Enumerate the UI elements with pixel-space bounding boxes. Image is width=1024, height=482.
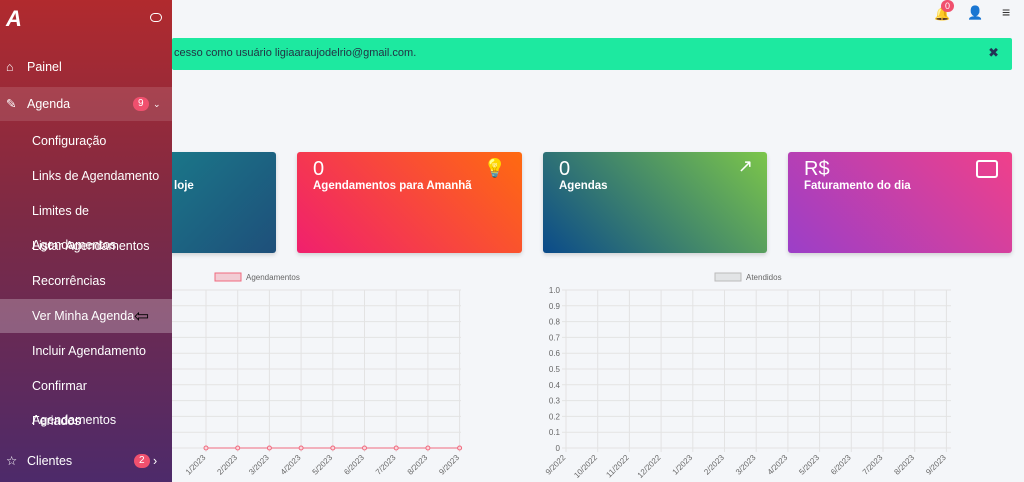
x-tick-label: 5/2023 <box>311 453 335 477</box>
alert: cesso como usuário ligiaaraujodelrio@gma… <box>172 38 1012 70</box>
x-tick-label: 8/2023 <box>406 453 430 477</box>
x-tick-label: 6/2023 <box>829 453 853 477</box>
badge: 9 <box>133 97 149 111</box>
label: Agenda <box>27 97 71 111</box>
label: Configuração <box>32 134 107 148</box>
x-tick-label: 1/2023 <box>184 453 208 477</box>
y-tick-label: 0.2 <box>549 412 561 421</box>
sidebar: A ⌂ Painel ✎ Agenda 9 ⌄ Configuração Links de… <box>0 0 172 482</box>
x-tick-label: 7/2023 <box>861 453 885 477</box>
point <box>298 445 304 451</box>
label: Recorrências <box>32 274 106 288</box>
card-value: 0 <box>559 158 571 180</box>
label: Listar Agendamentos <box>32 239 150 253</box>
submenu-item[interactable]: Incluir Agendamento <box>0 334 172 368</box>
close[interactable]: ✖ <box>988 45 999 60</box>
card-label: Agendas <box>559 180 608 192</box>
submenu-item[interactable]: Confirmar Agendamentos <box>0 369 172 427</box>
submenu-item[interactable]: Configuração <box>0 124 172 158</box>
x-tick-label: 2/2023 <box>215 453 239 477</box>
x-tick-label: 3/2023 <box>734 453 758 477</box>
card: 0 Agendamentos para Amanhã 💡 <box>297 152 522 253</box>
y-tick-label: 0.3 <box>549 397 561 406</box>
alert-text: cesso como usuário ligiaaraujodelrio@gma… <box>174 47 417 59</box>
card-label: loje <box>174 180 194 192</box>
label: Clientes <box>27 454 73 468</box>
menu-item[interactable]: ✎ Agenda 9 ⌄ <box>0 87 172 121</box>
y-tick-label: 0.8 <box>549 318 561 327</box>
submenu-item[interactable]: Links de Agendamento <box>0 159 172 193</box>
x-tick-label: 10/2022 <box>572 453 599 480</box>
notif-badge: 0 <box>941 0 955 12</box>
card-value: 0 <box>313 158 325 180</box>
label: Incluir Agendamento <box>32 344 146 358</box>
submenu-item[interactable]: Listar Agendamentos <box>0 229 172 263</box>
x-tick-label: 9/2023 <box>437 453 461 477</box>
y-tick-label: 0.5 <box>549 365 561 374</box>
label: Ver Minha Agenda <box>32 309 135 323</box>
point <box>235 445 241 451</box>
y-tick-label: 0.1 <box>549 428 561 437</box>
toggle[interactable] <box>150 13 162 22</box>
x-tick-label: 4/2023 <box>279 453 303 477</box>
menu-item[interactable]: ⌂ Painel <box>0 50 172 84</box>
x-tick-label: 3/2023 <box>247 453 271 477</box>
y-tick-label: 0.9 <box>549 302 561 311</box>
point <box>457 445 463 451</box>
x-tick-label: 11/2022 <box>604 453 631 480</box>
legend-label: Agendamentos <box>246 273 300 282</box>
y-tick-label: 0.4 <box>549 381 561 390</box>
label: Confirmar Agendamentos <box>32 379 117 427</box>
y-tick-label: 0 <box>556 444 561 453</box>
point <box>203 445 209 451</box>
x-tick-label: 5/2023 <box>797 453 821 477</box>
x-tick-label: 8/2023 <box>892 453 916 477</box>
point <box>393 445 399 451</box>
x-tick-label: 7/2023 <box>374 453 398 477</box>
card: 0 Agendas ↗ <box>543 152 767 253</box>
legend-swatch <box>714 272 742 282</box>
x-tick-label: 9/2022 <box>544 453 568 477</box>
x-tick-label: 2/2023 <box>702 453 726 477</box>
label: Feriados <box>32 414 81 428</box>
label: Painel <box>27 60 62 74</box>
card-label: Agendamentos para Amanhã <box>313 180 472 192</box>
legend-label: Atendidos <box>746 273 782 282</box>
submenu-item[interactable]: Feriados <box>0 404 172 438</box>
card-value: R$ <box>804 158 830 180</box>
point <box>330 445 336 451</box>
card-label: Faturamento do dia <box>804 180 911 192</box>
menu-icon[interactable]: ≡ <box>1002 4 1011 20</box>
y-tick-label: 0.7 <box>549 333 561 342</box>
label: Links de Agendamento <box>32 169 160 183</box>
logo[interactable]: A <box>6 6 22 31</box>
y-tick-label: 0.6 <box>549 349 561 358</box>
user-icon[interactable]: 👤 <box>967 5 984 20</box>
badge: 2 <box>134 454 150 468</box>
point <box>362 445 367 451</box>
submenu-item[interactable]: Recorrências <box>0 264 172 298</box>
x-tick-label: 4/2023 <box>766 453 790 477</box>
point <box>266 445 272 451</box>
menu-item[interactable]: ☆ Clientes 2 › <box>0 444 172 478</box>
submenu-item[interactable]: Limites de Agendamentos <box>0 194 172 252</box>
card: R$ Faturamento do dia <box>788 152 1012 253</box>
x-tick-label: 1/2023 <box>671 453 695 477</box>
y-tick-label: 1.0 <box>549 286 561 295</box>
x-tick-label: 12/2022 <box>636 453 663 480</box>
x-tick-label: 9/2023 <box>924 453 948 477</box>
label: Limites de Agendamentos <box>32 204 117 252</box>
x-tick-label: 6/2023 <box>342 453 366 477</box>
submenu-item[interactable]: Ver Minha Agenda ⇦ <box>0 299 172 333</box>
point <box>425 445 431 451</box>
legend-swatch <box>214 272 242 282</box>
